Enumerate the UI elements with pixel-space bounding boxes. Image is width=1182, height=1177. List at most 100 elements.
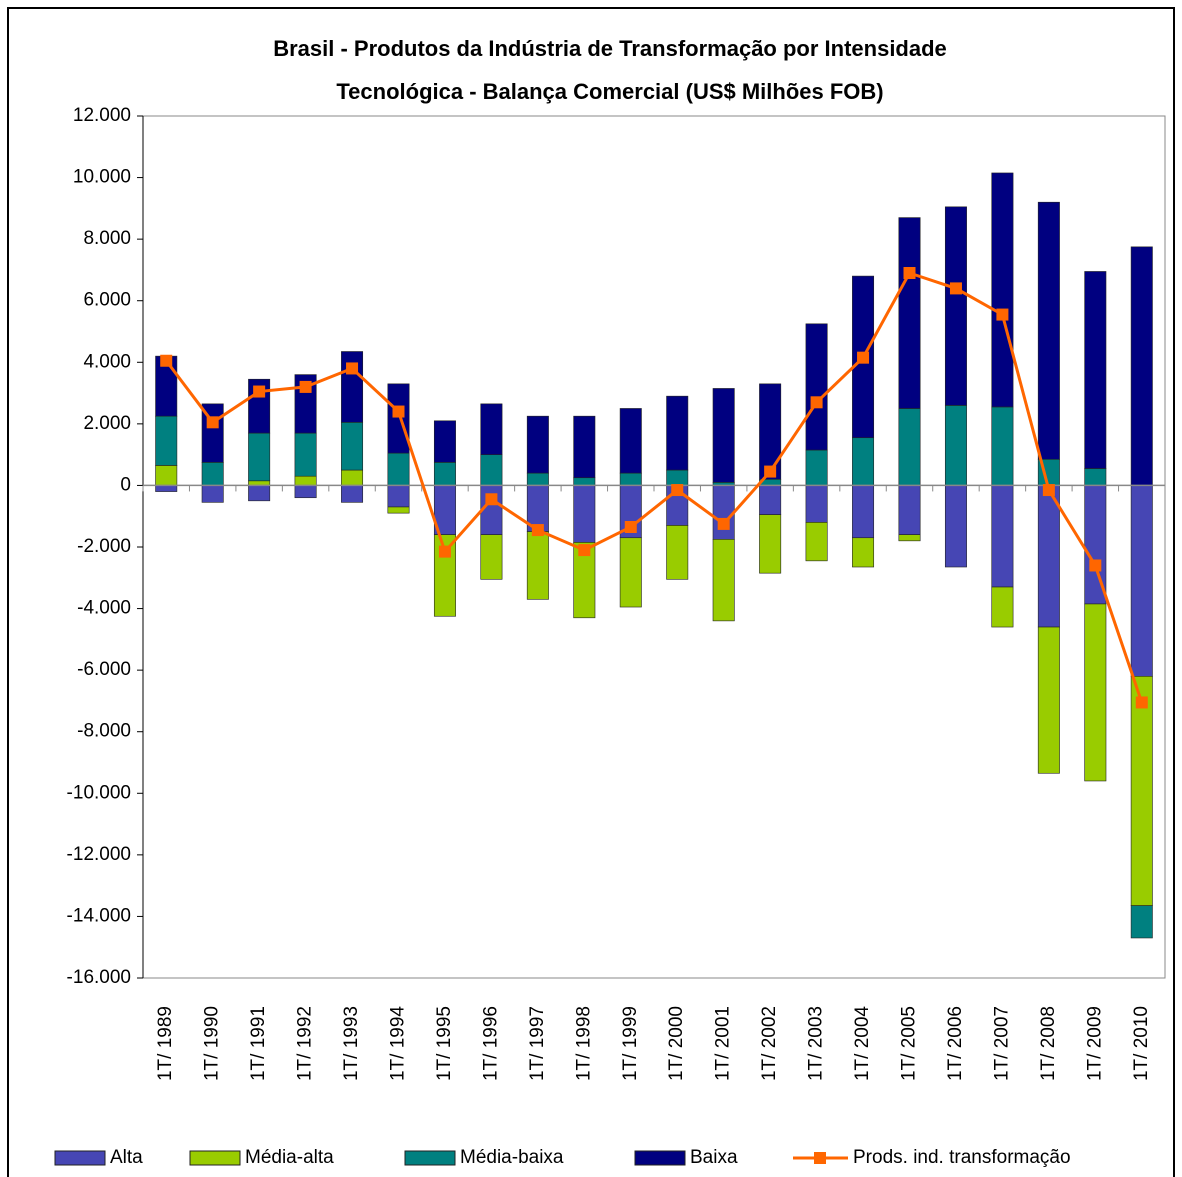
x-tick-label: 1T/ 1990: [202, 1006, 223, 1081]
bar: [898, 408, 921, 486]
bar: [944, 485, 967, 568]
bar: [898, 485, 921, 535]
x-tick-label: 1T/ 2006: [945, 1006, 966, 1081]
x-tick-label: 1T/ 2008: [1038, 1006, 1059, 1081]
bar: [619, 537, 642, 608]
bar: [1037, 485, 1060, 628]
y-tick-label: 10.000: [73, 167, 131, 188]
bar: [341, 422, 364, 471]
legend-swatch: [634, 1150, 686, 1166]
bar: [155, 465, 178, 486]
line-marker: [764, 465, 777, 478]
bar: [619, 408, 642, 474]
line-marker: [996, 308, 1009, 321]
x-tick-label: 1T/ 1996: [480, 1006, 501, 1081]
bar: [248, 485, 271, 502]
line-marker: [903, 267, 916, 280]
bar: [1130, 675, 1153, 906]
y-tick-label: 8.000: [83, 228, 131, 249]
bar: [1037, 201, 1060, 460]
line-marker: [578, 544, 591, 557]
bar: [294, 485, 317, 499]
bar: [712, 388, 735, 483]
bar: [573, 415, 596, 479]
bar: [1037, 626, 1060, 774]
y-tick-label: -16.000: [67, 967, 131, 988]
bar: [666, 469, 689, 486]
line-marker: [160, 354, 173, 367]
bar: [1084, 603, 1107, 782]
line-marker: [206, 416, 219, 429]
bar: [341, 485, 364, 503]
bar: [480, 403, 503, 455]
bar: [248, 432, 271, 482]
y-tick-label: -4.000: [77, 598, 131, 619]
bar: [433, 420, 456, 463]
y-tick-label: -2.000: [77, 536, 131, 557]
legend-swatch: [404, 1150, 456, 1166]
bar: [433, 462, 456, 486]
bar: [991, 406, 1014, 486]
line-marker: [671, 484, 684, 497]
bar: [201, 485, 224, 503]
line-marker: [810, 396, 823, 409]
x-tick-label: 1T/ 1998: [573, 1006, 594, 1081]
bar: [991, 172, 1014, 408]
bar: [759, 514, 782, 574]
bar: [898, 217, 921, 409]
bar: [526, 531, 549, 600]
bar: [573, 477, 596, 486]
bar: [155, 415, 178, 466]
line-marker: [438, 545, 451, 558]
bar: [805, 323, 828, 451]
line-marker: [392, 405, 405, 418]
chart-title: Tecnológica - Balança Comercial (US$ Mil…: [336, 79, 883, 104]
bar: [573, 542, 596, 619]
bar: [852, 437, 875, 486]
bar: [712, 539, 735, 622]
line-marker: [1089, 559, 1102, 572]
y-tick-label: 4.000: [83, 351, 131, 372]
legend-label: Média-baixa: [460, 1147, 564, 1168]
chart-title: Brasil - Produtos da Indústria de Transf…: [273, 36, 947, 61]
bar: [526, 472, 549, 486]
x-tick-label: 1T/ 2009: [1084, 1006, 1105, 1081]
bar: [526, 415, 549, 474]
x-tick-label: 1T/ 2000: [666, 1006, 687, 1081]
bar: [1130, 485, 1153, 677]
x-tick-label: 1T/ 1994: [388, 1006, 409, 1081]
bar: [480, 485, 503, 535]
bar: [387, 383, 410, 454]
bar: [201, 462, 224, 486]
bar: [759, 485, 782, 515]
legend-label: Média-alta: [245, 1147, 334, 1168]
bar: [294, 432, 317, 477]
x-tick-label: 1T/ 1991: [248, 1006, 269, 1081]
bar: [666, 525, 689, 580]
bar: [805, 522, 828, 562]
bar: [619, 472, 642, 486]
bar: [480, 534, 503, 580]
line-marker: [299, 380, 312, 393]
line-marker: [531, 524, 544, 537]
x-tick-label: 1T/ 2002: [759, 1006, 780, 1081]
y-tick-label: -10.000: [67, 782, 131, 803]
bar: [387, 506, 410, 514]
bar: [387, 452, 410, 486]
bar: [759, 383, 782, 480]
legend-label: Prods. ind. transformação: [853, 1147, 1071, 1168]
line-marker: [857, 351, 870, 364]
legend-swatch: [54, 1150, 106, 1166]
x-tick-label: 1T/ 2007: [991, 1006, 1012, 1081]
x-tick-label: 1T/ 2005: [899, 1006, 920, 1081]
bar: [852, 485, 875, 539]
bar: [155, 485, 178, 492]
legend-swatch: [189, 1150, 241, 1166]
y-tick-label: -12.000: [67, 844, 131, 865]
x-tick-label: 1T/ 1993: [341, 1006, 362, 1081]
line-marker: [1042, 484, 1055, 497]
legend-marker: [814, 1152, 826, 1164]
x-tick-label: 1T/ 2003: [806, 1006, 827, 1081]
y-tick-label: 2.000: [83, 413, 131, 434]
